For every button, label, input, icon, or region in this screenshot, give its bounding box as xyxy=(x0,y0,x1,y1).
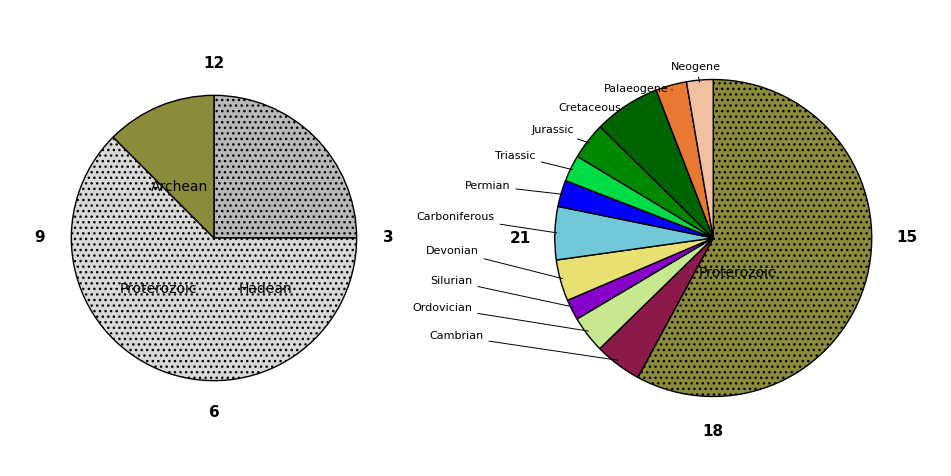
Text: Proterozoic: Proterozoic xyxy=(120,282,197,297)
Wedge shape xyxy=(687,79,713,238)
Text: Permian: Permian xyxy=(465,181,563,194)
Wedge shape xyxy=(568,238,713,319)
Text: Proterozoic: Proterozoic xyxy=(698,266,776,280)
Text: Devonian: Devonian xyxy=(426,246,562,278)
Text: Hadean: Hadean xyxy=(239,282,292,297)
Text: Ordovician: Ordovician xyxy=(413,303,589,331)
Wedge shape xyxy=(554,207,713,260)
Text: Jurassic: Jurassic xyxy=(532,125,589,143)
Text: 18: 18 xyxy=(703,424,724,439)
Wedge shape xyxy=(638,79,872,397)
Wedge shape xyxy=(577,238,713,348)
Text: Cretaceous: Cretaceous xyxy=(558,103,629,113)
Wedge shape xyxy=(577,127,713,238)
Text: Triassic: Triassic xyxy=(495,150,573,169)
Text: 9: 9 xyxy=(34,230,46,246)
Text: Archean: Archean xyxy=(151,179,208,194)
Text: 21: 21 xyxy=(509,230,531,246)
Text: Carboniferous: Carboniferous xyxy=(417,212,557,233)
Wedge shape xyxy=(558,180,713,238)
Wedge shape xyxy=(556,238,713,300)
Text: Silurian: Silurian xyxy=(430,276,573,307)
Text: 15: 15 xyxy=(896,230,917,246)
Wedge shape xyxy=(656,82,713,238)
Text: Cambrian: Cambrian xyxy=(429,331,618,360)
Wedge shape xyxy=(214,95,357,238)
Text: Palaeogene: Palaeogene xyxy=(604,84,672,94)
Wedge shape xyxy=(600,90,713,238)
Wedge shape xyxy=(113,95,214,238)
Wedge shape xyxy=(566,157,713,238)
Text: 3: 3 xyxy=(382,230,394,246)
Wedge shape xyxy=(71,137,357,381)
Wedge shape xyxy=(600,238,713,377)
Text: Neogene: Neogene xyxy=(671,62,721,82)
Text: 12: 12 xyxy=(204,57,224,71)
Text: 6: 6 xyxy=(208,405,220,419)
